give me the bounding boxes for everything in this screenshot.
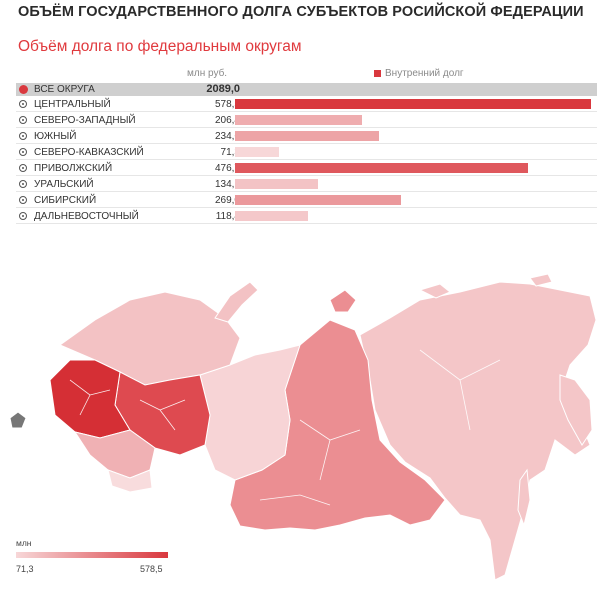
radio-icon[interactable] xyxy=(19,132,27,140)
row-label: ЮЖНЫЙ xyxy=(34,131,77,142)
row-label: ВСЕ ОКРУГА xyxy=(34,84,95,95)
legend: Внутренний долг xyxy=(374,68,464,79)
radio-icon[interactable] xyxy=(19,180,27,188)
map-region-north-caucasus xyxy=(107,469,153,493)
table-row[interactable]: СЕВЕРО-ЗАПАДНЫЙ 206,4 xyxy=(16,114,597,128)
district-table: ВСЕ ОКРУГА 2089,0 ЦЕНТРАЛЬНЫЙ 578,5 СЕВЕРО… xyxy=(16,83,597,226)
row-label: ПРИВОЛЖСКИЙ xyxy=(34,163,113,174)
table-row[interactable]: ЦЕНТРАЛЬНЫЙ 578,5 xyxy=(16,98,597,112)
row-label: СЕВЕРО-КАВКАЗСКИЙ xyxy=(34,147,144,158)
bar xyxy=(235,195,401,205)
row-label: СЕВЕРО-ЗАПАДНЫЙ xyxy=(34,115,136,126)
map-region-far-east xyxy=(359,281,597,581)
row-label: СИБИРСКИЙ xyxy=(34,195,97,206)
table-row[interactable]: ДАЛЬНЕВОСТОЧНЫЙ 118,4 xyxy=(16,210,597,224)
radio-icon[interactable] xyxy=(19,212,27,220)
bar xyxy=(235,115,362,125)
map-island-novaya-zemlya xyxy=(214,281,259,323)
scale-title: млн xyxy=(16,538,32,548)
unit-label: млн руб. xyxy=(187,68,228,79)
row-value: 134,1 xyxy=(214,179,240,190)
table-row[interactable]: СИБИРСКИЙ 269,0 xyxy=(16,194,597,208)
bar xyxy=(235,99,591,109)
legend-swatch-icon xyxy=(374,70,381,77)
map-island-severnaya-zemlya xyxy=(329,289,357,313)
radio-selected-icon[interactable] xyxy=(19,85,28,94)
chart-subtitle: Объём долга по федеральным округам xyxy=(18,38,302,55)
map-island-novosibirsk xyxy=(418,283,451,299)
map-region-central xyxy=(49,359,131,439)
radio-icon[interactable] xyxy=(19,148,27,156)
map-region-borders xyxy=(69,349,501,506)
row-label: ДАЛЬНЕВОСТОЧНЫЙ xyxy=(34,211,139,222)
table-row[interactable]: ПРИВОЛЖСКИЙ 476,7 xyxy=(16,162,597,176)
page-title: ОБЪЁМ ГОСУДАРСТВЕННОГО ДОЛГА СУБЪЕКТОВ Р… xyxy=(18,4,584,20)
row-label: УРАЛЬСКИЙ xyxy=(34,179,94,190)
row-value: 234,6 xyxy=(214,131,240,142)
row-value: 269,0 xyxy=(214,195,240,206)
row-value: 2089,0 xyxy=(206,83,240,95)
table-row[interactable]: ЮЖНЫЙ 234,6 xyxy=(16,130,597,144)
bar xyxy=(235,211,308,221)
radio-icon[interactable] xyxy=(19,196,27,204)
row-value: 578,5 xyxy=(214,99,240,110)
scale-gradient-bar xyxy=(16,552,168,558)
table-row[interactable]: УРАЛЬСКИЙ 134,1 xyxy=(16,178,597,192)
radio-icon[interactable] xyxy=(19,100,27,108)
bar xyxy=(235,131,379,141)
map-svg xyxy=(9,273,597,581)
radio-icon[interactable] xyxy=(19,164,27,172)
bar xyxy=(235,179,318,189)
bar xyxy=(235,147,279,157)
row-value: 118,4 xyxy=(215,211,240,222)
table-row-total[interactable]: ВСЕ ОКРУГА 2089,0 xyxy=(16,83,597,96)
map-region-kaliningrad xyxy=(9,411,27,429)
row-label: ЦЕНТРАЛЬНЫЙ xyxy=(34,99,111,110)
scale-min-label: 71,3 xyxy=(16,564,34,574)
legend-label: Внутренний долг xyxy=(385,68,464,79)
row-value: 476,7 xyxy=(214,163,240,174)
map-island-sakhalin xyxy=(517,468,531,527)
map-region-kamchatka xyxy=(559,374,593,446)
map-island-wrangel xyxy=(529,273,553,287)
table-row[interactable]: СЕВЕРО-КАВКАЗСКИЙ 71,3 xyxy=(16,146,597,160)
bar xyxy=(235,163,528,173)
row-value: 206,4 xyxy=(214,115,240,126)
radio-icon[interactable] xyxy=(19,116,27,124)
scale-max-label: 578,5 xyxy=(140,564,163,574)
map-region-ural xyxy=(199,344,301,481)
row-value: 71,3 xyxy=(220,147,240,158)
russia-map xyxy=(0,232,599,590)
